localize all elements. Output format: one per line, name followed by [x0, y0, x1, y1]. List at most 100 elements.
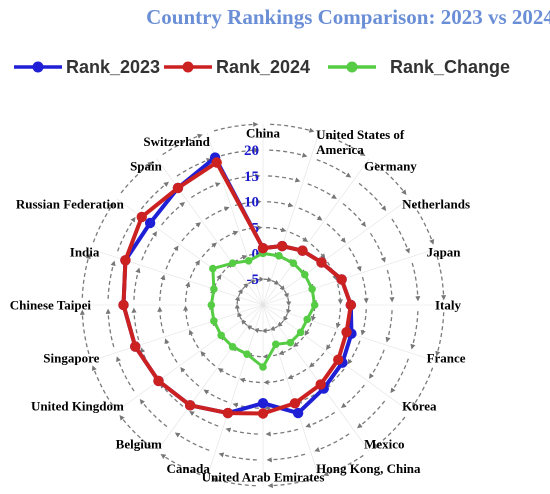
- data-point: [144, 217, 156, 229]
- category-label: Japan: [427, 244, 462, 259]
- category-label: Netherlands: [402, 196, 470, 211]
- legend-item[interactable]: Rank_Change: [328, 57, 510, 77]
- data-point: [300, 270, 309, 279]
- category-label: United Kingdom: [31, 399, 124, 414]
- data-point: [244, 256, 253, 265]
- data-point: [228, 259, 237, 268]
- data-point: [228, 342, 237, 351]
- data-point: [210, 285, 218, 293]
- legend-marker: [32, 61, 44, 73]
- series-line: [121, 155, 354, 416]
- category-label: India: [70, 244, 100, 259]
- data-point: [275, 252, 283, 260]
- data-point: [296, 328, 305, 337]
- category-label: Italy: [435, 298, 462, 313]
- data-point: [259, 363, 267, 371]
- data-point: [345, 299, 357, 311]
- legend-item[interactable]: Rank_2024: [164, 57, 310, 77]
- legend: Rank_2023 Rank_2024 Rank_Change: [14, 57, 510, 77]
- data-point: [316, 257, 327, 268]
- category-label: United States of America: [316, 127, 405, 157]
- grid-spoke: [90, 248, 264, 306]
- data-point: [172, 182, 184, 194]
- series-layer: [118, 152, 357, 419]
- chart-title: Country Rankings Comparison: 2023 vs 202…: [146, 5, 550, 29]
- grid-ring: [234, 276, 292, 334]
- legend-marker: [346, 61, 358, 73]
- data-point: [210, 317, 218, 325]
- grid-spoke: [90, 304, 264, 362]
- data-point: [118, 299, 129, 311]
- data-point: [257, 397, 269, 409]
- category-label: France: [427, 351, 466, 366]
- data-point: [120, 255, 131, 266]
- radial-tick-label: 5: [252, 221, 260, 237]
- grid-ring: [183, 225, 343, 385]
- category-label: Hong Kong, China: [316, 461, 421, 476]
- category-label: Canada: [166, 461, 210, 476]
- data-point: [289, 259, 298, 268]
- category-label: Chinese Taipei: [10, 298, 92, 313]
- grid-spoke: [262, 158, 370, 306]
- data-point: [207, 301, 216, 309]
- category-label: Mexico: [364, 437, 404, 452]
- series-Rank_Change: [207, 249, 319, 371]
- data-point: [217, 331, 226, 340]
- grid-spoke: [156, 158, 264, 306]
- grid-spoke: [262, 304, 320, 478]
- category-label: Belgium: [116, 437, 162, 452]
- data-point: [289, 398, 301, 409]
- radial-grid: [79, 121, 447, 489]
- radial-tick-label: 20: [244, 143, 259, 159]
- data-point: [243, 350, 251, 358]
- category-label: United Arab Emirates: [202, 470, 325, 485]
- data-point: [209, 264, 217, 273]
- radial-tick-label: 15: [244, 169, 259, 185]
- radial-tick-label: -5: [247, 272, 260, 288]
- data-point: [276, 240, 288, 252]
- data-point: [257, 242, 269, 254]
- grid-spoke: [206, 304, 264, 478]
- grid-spoke: [262, 198, 410, 306]
- grid-spoke: [116, 304, 264, 412]
- legend-label: Rank_Change: [390, 57, 510, 77]
- data-point: [184, 400, 196, 411]
- data-point: [257, 408, 269, 419]
- category-label: Germany: [364, 158, 417, 173]
- data-point: [222, 407, 234, 419]
- data-point: [271, 340, 280, 349]
- radial-tick-label: 0: [252, 246, 260, 262]
- grid-spoke: [262, 304, 370, 452]
- data-point: [303, 315, 312, 324]
- grid-spoke: [262, 248, 436, 306]
- data-point: [341, 326, 352, 338]
- legend-item[interactable]: Rank_2023: [14, 57, 160, 77]
- category-label: Korea: [402, 399, 437, 414]
- legend-label: Rank_2023: [66, 57, 160, 77]
- category-label: Russian Federation: [16, 196, 125, 211]
- radial-tick-labels: -5 0 5 10 15 20: [244, 143, 259, 288]
- category-label: Switzerland: [143, 134, 210, 149]
- grid-ring: [131, 173, 395, 437]
- data-point: [136, 211, 147, 223]
- data-point: [308, 285, 316, 293]
- data-point: [297, 245, 308, 256]
- series-Rank_2024: [118, 157, 357, 419]
- data-point: [130, 341, 141, 352]
- data-point: [315, 379, 326, 390]
- grid-spoke: [262, 132, 320, 306]
- data-point: [153, 375, 164, 387]
- category-label: Singapore: [43, 351, 99, 366]
- grid-spoke: [156, 304, 264, 452]
- radial-tick-label: 10: [244, 195, 259, 211]
- legend-marker: [182, 61, 194, 73]
- data-point: [211, 157, 222, 168]
- grid-ring: [79, 121, 447, 489]
- data-point: [292, 407, 304, 419]
- grid-ring: [157, 199, 369, 411]
- category-label: China: [246, 126, 280, 141]
- data-point: [310, 301, 319, 309]
- data-point: [286, 338, 295, 347]
